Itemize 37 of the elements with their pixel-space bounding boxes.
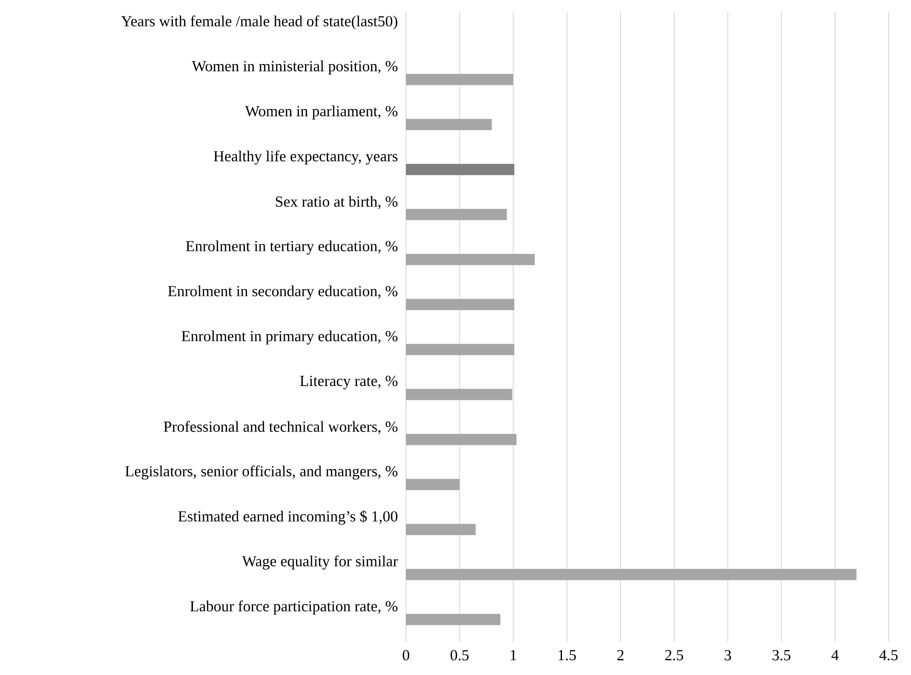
x-tick-label: 0 [402,650,410,660]
y-tick-label: Enrolment in secondary education, % [168,286,398,300]
y-tick-label: Women in parliament, % [245,106,398,120]
y-tick-label: Enrolment in primary education, % [182,330,398,344]
bar [406,434,516,446]
bar [406,254,535,266]
x-tick-label: 0.5 [450,650,469,660]
x-tick-label: 4.5 [879,650,898,660]
y-tick-label: Sex ratio at birth, % [276,196,398,210]
bar [406,388,512,400]
y-tick-label: Literacy rate, % [300,376,398,390]
x-tick-label: 3 [724,650,732,660]
y-tick-label: Women in ministerial position, % [192,60,398,74]
x-tick-label: 1.5 [558,650,576,660]
bar [406,478,460,490]
y-tick-label: Legislators, senior officials, and mangers, % [125,465,398,480]
y-tick-label: Wage equality for similar [242,555,398,570]
x-tick-label: 2 [617,650,624,660]
x-tick-label: 3.5 [772,650,790,660]
y-tick-label: Estimated earned incoming’s $ 1,00 [178,510,398,525]
bar [406,298,514,310]
y-tick-label: Healthy life expectancy, years [214,150,398,165]
bar [406,74,514,86]
bar [406,524,476,536]
y-tick-label: Professional and technical workers, % [164,420,398,434]
bar [406,344,514,356]
y-tick-label: Labour force participation rate, % [190,600,398,615]
x-tick-label: 4 [831,650,839,660]
y-tick-label: Years with female /male head of state(last50) [121,15,398,30]
bar [406,614,500,626]
x-tick-label: 2.5 [665,650,684,660]
bar [406,208,507,220]
bar [406,568,856,580]
bar [406,118,492,130]
x-tick-label: 1 [510,650,516,660]
y-tick-label: Enrolment in tertiary education, % [186,240,398,254]
bar [406,164,514,176]
